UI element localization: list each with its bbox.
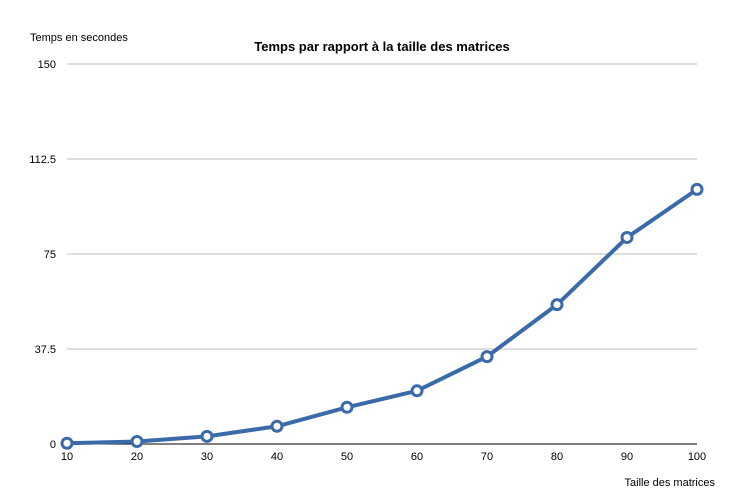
data-point (410, 384, 424, 398)
data-point (480, 350, 494, 364)
data-point (620, 231, 634, 245)
data-point (270, 419, 284, 433)
data-point (550, 298, 564, 312)
x-tick-label: 10 (61, 451, 73, 463)
y-tick-labels: 0 37.5 75 112.5 150 (29, 59, 56, 451)
data-point (200, 429, 214, 443)
data-series (60, 182, 704, 450)
chart-title: Temps par rapport à la taille des matric… (254, 39, 510, 54)
x-tick-label: 80 (551, 451, 563, 463)
x-tick-label: 90 (621, 451, 633, 463)
gridlines (67, 63, 697, 445)
series-line (65, 187, 699, 446)
data-point (690, 182, 704, 196)
x-axis-label: Taille des matrices (625, 477, 716, 489)
x-tick-label: 20 (131, 451, 143, 463)
y-tick-label: 75 (44, 249, 56, 261)
y-tick-label: 37.5 (35, 344, 56, 356)
data-point (340, 400, 354, 414)
x-tick-label: 100 (688, 451, 706, 463)
x-tick-label: 70 (481, 451, 493, 463)
data-point (60, 436, 74, 450)
x-tick-label: 50 (341, 451, 353, 463)
y-tick-label: 0 (50, 439, 56, 451)
y-axis-label: Temps en secondes (30, 32, 128, 44)
x-tick-label: 40 (271, 451, 283, 463)
x-tick-labels: 10 20 30 40 50 60 70 80 90 100 (61, 451, 706, 463)
x-tick-label: 30 (201, 451, 213, 463)
data-point (130, 434, 144, 448)
y-tick-label: 112.5 (29, 154, 56, 166)
y-tick-label: 150 (38, 59, 56, 71)
x-tick-label: 60 (411, 451, 423, 463)
